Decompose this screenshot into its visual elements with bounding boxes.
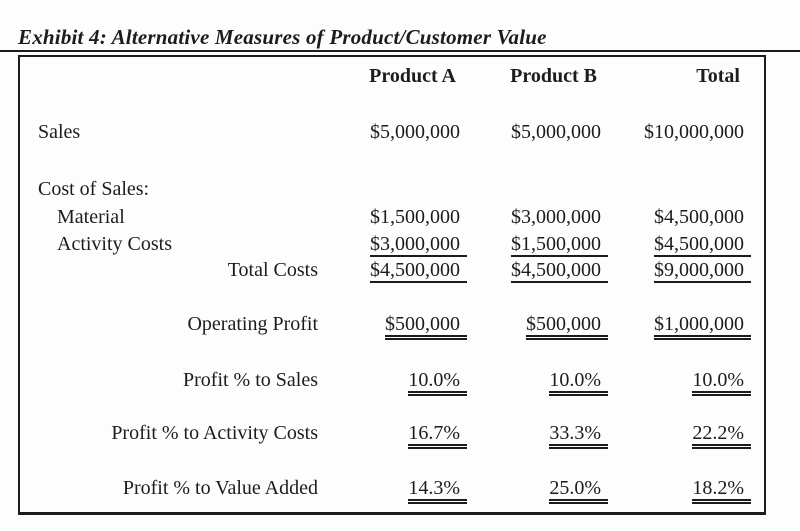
table-row-total-costs: Total Costs $4,500,000 $4,500,000 $9,000… bbox=[20, 256, 751, 284]
value-product-a: $4,500,000 bbox=[318, 256, 467, 284]
value-product-a: 16.7% bbox=[318, 419, 467, 449]
value-text-double-underline: $500,000 bbox=[385, 313, 467, 340]
value-text-double-underline: $500,000 bbox=[526, 313, 608, 340]
value-total: $1,000,000 bbox=[601, 310, 751, 340]
column-header-blank bbox=[20, 62, 318, 90]
value-text-single-underline: $1,500,000 bbox=[511, 233, 608, 257]
value-total: 22.2% bbox=[601, 419, 751, 449]
value-text-double-underline: 33.3% bbox=[549, 422, 608, 449]
value-product-a: $500,000 bbox=[318, 310, 467, 340]
value-text-single-underline: $3,000,000 bbox=[370, 233, 467, 257]
value-text: $10,000,000 bbox=[644, 121, 744, 143]
value-product-a: 14.3% bbox=[318, 474, 467, 504]
row-label: Activity Costs bbox=[57, 233, 173, 255]
value-text-double-underline: 10.0% bbox=[692, 369, 751, 396]
column-header-product-b: Product B bbox=[510, 65, 597, 87]
value-total bbox=[601, 175, 744, 203]
row-label: Profit % to Sales bbox=[183, 369, 318, 391]
value-product-b: $5,000,000 bbox=[460, 118, 601, 146]
value-text-single-underline: $9,000,000 bbox=[654, 259, 751, 283]
row-label: Sales bbox=[38, 121, 81, 143]
table-row-activity-costs: Activity Costs $3,000,000 $1,500,000 $4,… bbox=[20, 230, 751, 258]
row-label: Profit % to Activity Costs bbox=[111, 422, 318, 444]
value-text-double-underline: 22.2% bbox=[692, 422, 751, 449]
value-text-single-underline: $4,500,000 bbox=[654, 233, 751, 257]
row-label: Cost of Sales: bbox=[38, 178, 150, 200]
value-product-b: 25.0% bbox=[460, 474, 608, 504]
value-text: $1,500,000 bbox=[370, 206, 460, 228]
value-total: $9,000,000 bbox=[601, 256, 751, 284]
table-row-material: Material $1,500,000 $3,000,000 $4,500,00… bbox=[20, 203, 744, 231]
exhibit-title: Exhibit 4: Alternative Measures of Produ… bbox=[18, 25, 547, 49]
value-total: 10.0% bbox=[601, 366, 751, 396]
table-row-profit-pct-activity-costs: Profit % to Activity Costs 16.7% 33.3% 2… bbox=[20, 419, 751, 449]
value-text-double-underline: 10.0% bbox=[408, 369, 467, 396]
row-label: Operating Profit bbox=[187, 313, 318, 335]
value-product-a: $5,000,000 bbox=[318, 118, 460, 146]
value-text-double-underline: 18.2% bbox=[692, 477, 751, 504]
value-total: 18.2% bbox=[601, 474, 751, 504]
table-row-cost-of-sales: Cost of Sales: bbox=[20, 175, 744, 203]
table-row-operating-profit: Operating Profit $500,000 $500,000 $1,00… bbox=[20, 310, 751, 340]
value-text-double-underline: 14.3% bbox=[408, 477, 467, 504]
value-text: $4,500,000 bbox=[654, 206, 744, 228]
value-product-b: $1,500,000 bbox=[460, 230, 608, 258]
column-header-product-a: Product A bbox=[369, 65, 456, 87]
value-product-b: $500,000 bbox=[460, 310, 608, 340]
value-text-double-underline: 25.0% bbox=[549, 477, 608, 504]
value-product-a: $1,500,000 bbox=[318, 203, 460, 231]
value-text: $3,000,000 bbox=[511, 206, 601, 228]
table-border-box bbox=[18, 55, 766, 515]
value-total: $4,500,000 bbox=[601, 230, 751, 258]
table-row-profit-pct-value-added: Profit % to Value Added 14.3% 25.0% 18.2… bbox=[20, 474, 751, 504]
value-product-b: $3,000,000 bbox=[460, 203, 601, 231]
column-header-total: Total bbox=[696, 65, 740, 87]
table-row-profit-pct-sales: Profit % to Sales 10.0% 10.0% 10.0% bbox=[20, 366, 751, 396]
table-row-sales: Sales $5,000,000 $5,000,000 $10,000,000 bbox=[20, 118, 744, 146]
title-rule bbox=[0, 50, 800, 52]
row-label: Material bbox=[57, 206, 125, 228]
value-text-single-underline: $4,500,000 bbox=[511, 259, 608, 283]
value-text: $5,000,000 bbox=[511, 121, 601, 143]
value-product-b bbox=[460, 175, 601, 203]
value-text-double-underline: 16.7% bbox=[408, 422, 467, 449]
row-label: Total Costs bbox=[227, 259, 318, 281]
value-product-a: $3,000,000 bbox=[318, 230, 467, 258]
value-text-double-underline: $1,000,000 bbox=[654, 313, 751, 340]
value-text: $5,000,000 bbox=[370, 121, 460, 143]
value-total: $4,500,000 bbox=[601, 203, 744, 231]
value-product-b: $4,500,000 bbox=[460, 256, 608, 284]
value-total: $10,000,000 bbox=[601, 118, 744, 146]
value-text-single-underline: $4,500,000 bbox=[370, 259, 467, 283]
value-product-a: 10.0% bbox=[318, 366, 467, 396]
value-product-b: 10.0% bbox=[460, 366, 608, 396]
value-product-a bbox=[318, 175, 460, 203]
row-label: Profit % to Value Added bbox=[122, 477, 318, 499]
value-text-double-underline: 10.0% bbox=[549, 369, 608, 396]
value-product-b: 33.3% bbox=[460, 419, 608, 449]
table-header-row: Product A Product B Total bbox=[20, 62, 744, 90]
